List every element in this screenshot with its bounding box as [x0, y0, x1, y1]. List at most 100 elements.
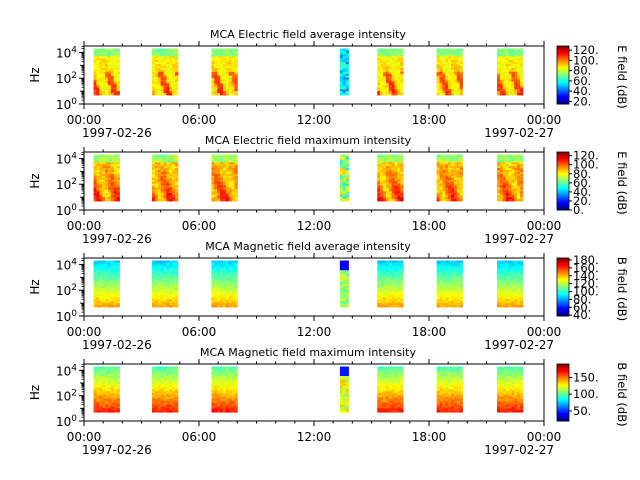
spectrogram-cell — [377, 170, 381, 173]
spectrogram-cell — [436, 277, 440, 281]
spectrogram-cell — [456, 69, 461, 73]
spectrogram-cell — [166, 154, 170, 157]
spectrogram-cell — [397, 164, 401, 167]
spectrogram-cell — [345, 268, 349, 271]
spectrogram-cell — [517, 195, 521, 198]
spectrogram-cell — [154, 374, 159, 377]
spectrogram-cell — [93, 187, 97, 190]
spectrogram-cell — [459, 79, 463, 82]
spectrogram-cell — [380, 268, 384, 271]
spectrogram-cell — [391, 279, 395, 283]
spectrogram-cell — [222, 287, 227, 290]
spectrogram-cell — [514, 79, 518, 82]
colorbar-step — [557, 159, 569, 162]
spectrogram-cell — [220, 274, 224, 277]
spectrogram-cell — [380, 79, 384, 82]
spectrogram-cell — [225, 81, 230, 84]
spectrogram-cell — [502, 89, 507, 92]
colorbar-step — [557, 279, 569, 281]
spectrogram-cell — [105, 93, 109, 96]
spectrogram-cell — [228, 166, 232, 169]
spectrogram-cell — [497, 77, 501, 80]
spectrogram-cell — [391, 168, 395, 171]
spectrogram-cell — [217, 67, 221, 71]
spectrogram-cell — [211, 173, 215, 177]
spectrogram-cell — [383, 281, 387, 285]
spectrogram-cell — [160, 297, 164, 300]
spectrogram-cell — [505, 266, 509, 269]
spectrogram-cell — [400, 293, 404, 296]
spectrogram-cell — [154, 281, 159, 285]
spectrogram-cell — [453, 89, 458, 92]
spectrogram-cell — [508, 156, 512, 159]
spectrogram-cell — [93, 60, 97, 63]
spectrogram-cell — [508, 177, 512, 181]
spectrogram-cell — [517, 187, 521, 190]
spectrogram-cell — [220, 268, 224, 271]
spectrogram-cell — [220, 168, 224, 171]
spectrogram-cell — [152, 291, 156, 294]
spectrogram-cell — [383, 177, 387, 181]
spectrogram-cell — [113, 64, 117, 67]
spectrogram-cell — [175, 283, 179, 287]
spectrogram-cell — [502, 175, 507, 179]
spectrogram-cell — [154, 158, 159, 161]
spectrogram-cell — [517, 183, 521, 186]
spectrogram-cell — [93, 173, 97, 177]
spectrogram-cell — [172, 52, 176, 55]
spectrogram-cell — [514, 287, 518, 290]
colorbar-step — [557, 194, 569, 196]
spectrogram-cell — [228, 191, 232, 194]
spectrogram-cell — [342, 293, 347, 296]
spectrogram-cell — [152, 187, 156, 190]
spectrogram-cell — [214, 283, 218, 287]
spectrogram-cell — [508, 52, 512, 55]
spectrogram-cell — [439, 199, 443, 202]
spectrogram-cell — [439, 279, 443, 283]
spectrogram-cell — [228, 77, 232, 80]
spectrogram-cell — [397, 301, 401, 304]
spectrogram-cell — [397, 75, 401, 78]
spectrogram-cell — [451, 77, 455, 80]
spectrogram-cell — [520, 181, 524, 184]
spectrogram-cell — [110, 383, 115, 386]
spectrogram-cell — [377, 158, 381, 161]
spectrogram-cell — [520, 195, 524, 198]
spectrogram-cell — [511, 166, 515, 169]
spectrogram-cell — [502, 264, 507, 267]
spectrogram-cell — [217, 277, 221, 281]
spectrogram-cell — [231, 85, 235, 88]
spectrogram-cell — [394, 173, 398, 177]
spectrogram-cell — [102, 177, 106, 181]
spectrogram-cell — [105, 193, 109, 196]
spectrogram-cell — [451, 193, 455, 196]
spectrogram-cell — [342, 168, 347, 171]
spectrogram-cell — [520, 168, 524, 171]
spectrogram-cell — [380, 293, 384, 296]
spectrogram-cell — [400, 54, 404, 57]
spectrogram-cell — [499, 199, 504, 202]
spectrogram-cell — [345, 89, 349, 92]
colorbar-step — [557, 63, 569, 65]
spectrogram-cell — [154, 297, 159, 300]
spectrogram-cell — [157, 276, 162, 279]
spectrogram-cell — [113, 277, 117, 281]
spectrogram-cell — [160, 400, 164, 404]
spectrogram-cell — [391, 85, 395, 88]
spectrogram-block — [93, 260, 120, 308]
spectrogram-cell — [93, 370, 97, 373]
spectrogram-cell — [169, 185, 173, 188]
spectrogram-cell — [163, 160, 167, 163]
spectrogram-cell — [211, 187, 215, 190]
spectrogram-cell — [99, 301, 103, 304]
spectrogram-cell — [211, 266, 215, 269]
spectrogram-cell — [234, 93, 238, 96]
spectrogram-cell — [499, 293, 504, 296]
spectrogram-cell — [439, 48, 443, 51]
spectrogram-cell — [225, 79, 230, 82]
spectrogram-cell — [217, 179, 221, 183]
spectrogram-cell — [388, 297, 393, 300]
spectrogram-cell — [514, 85, 518, 88]
spectrogram-cell — [453, 281, 458, 285]
spectrogram-cell — [116, 285, 120, 289]
